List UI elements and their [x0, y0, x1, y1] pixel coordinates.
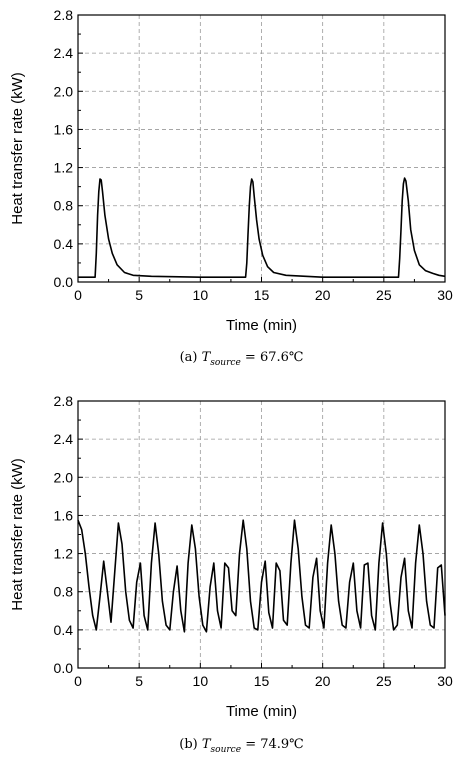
y-tick-label: 0.4: [54, 236, 74, 252]
x-tick-label: 5: [135, 287, 143, 303]
y-tick-label: 2.8: [54, 7, 74, 23]
y-tick-label: 0.8: [54, 584, 74, 600]
x-axis-title: Time (min): [226, 317, 297, 334]
chart-caption: (a) Tsource = 67.6℃: [180, 350, 304, 368]
series-line: [77, 519, 446, 633]
y-axis-title: Heat transfer rate (kW): [9, 458, 26, 611]
y-tick-label: 2.4: [54, 45, 74, 61]
x-tick-label: 0: [74, 673, 82, 689]
y-tick-label: 0.8: [54, 198, 74, 214]
chart-panel-b: 0 5 10 15 20 25 30 0.0 0.4 0.8 1.2 1.6 2.0 2.4 2.8 Time…: [9, 393, 453, 755]
x-tick-label: 30: [437, 287, 453, 303]
x-tick-label: 25: [376, 287, 392, 303]
caption-value: = 67.6℃: [241, 350, 304, 365]
x-tick-label: 25: [376, 673, 392, 689]
x-tick-label: 10: [193, 287, 209, 303]
x-tick-label: 5: [135, 673, 143, 689]
y-tick-label: 1.6: [54, 507, 74, 523]
caption-subscript: source: [210, 358, 241, 368]
y-tick-label: 2.0: [54, 469, 74, 485]
caption-variable: T: [202, 350, 212, 365]
x-tick-label: 20: [315, 287, 331, 303]
y-tick-label: 2.8: [54, 393, 74, 409]
caption-value: = 74.9℃: [241, 737, 304, 752]
y-tick-label: 1.6: [54, 121, 74, 137]
caption-prefix: (a): [180, 350, 202, 365]
y-tick-label: 0.4: [54, 622, 74, 638]
caption-prefix: (b): [179, 737, 202, 752]
y-tick-label: 1.2: [54, 160, 74, 176]
caption-variable: T: [202, 737, 212, 752]
x-tick-label: 0: [74, 287, 82, 303]
x-tick-label: 15: [254, 287, 270, 303]
series-line: [78, 177, 446, 279]
y-tick-label: 0.0: [54, 274, 74, 290]
x-tick-label: 30: [437, 673, 453, 689]
caption-subscript: source: [211, 745, 242, 755]
y-tick-label: 2.0: [54, 83, 74, 99]
y-tick-label: 0.0: [54, 660, 74, 676]
chart-caption: (b) Tsource = 74.9℃: [179, 737, 303, 755]
x-tick-label: 10: [193, 673, 209, 689]
y-tick-label: 2.4: [54, 431, 74, 447]
y-axis-title: Heat transfer rate (kW): [9, 72, 26, 225]
x-axis-title: Time (min): [226, 703, 297, 720]
x-tick-label: 20: [315, 673, 331, 689]
x-tick-label: 15: [254, 673, 270, 689]
y-tick-label: 1.2: [54, 546, 74, 562]
chart-panel-a: 0 5 10 15 20 25 30 0.0 0.4 0.8 1.2 1.6 2.0 2.4 2.8 Time…: [9, 7, 453, 368]
